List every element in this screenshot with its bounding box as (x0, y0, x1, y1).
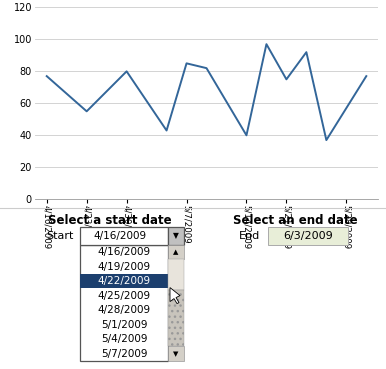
FancyBboxPatch shape (168, 346, 184, 361)
Text: Start: Start (46, 231, 74, 241)
Text: 5/4/2009: 5/4/2009 (101, 334, 147, 344)
Text: ▲: ▲ (173, 249, 179, 255)
FancyBboxPatch shape (168, 290, 184, 346)
Text: 4/19/2009: 4/19/2009 (97, 262, 151, 272)
Text: ▼: ▼ (173, 351, 179, 357)
FancyBboxPatch shape (80, 227, 168, 245)
Text: Select a start date: Select a start date (48, 214, 172, 227)
FancyBboxPatch shape (168, 227, 184, 245)
Text: Select an end date: Select an end date (233, 214, 357, 227)
Text: 4/22/2009: 4/22/2009 (97, 276, 151, 286)
Text: 4/28/2009: 4/28/2009 (97, 305, 151, 315)
Text: ▼: ▼ (173, 231, 179, 240)
FancyBboxPatch shape (268, 227, 348, 245)
Text: 4/16/2009: 4/16/2009 (97, 247, 151, 257)
Text: 4/25/2009: 4/25/2009 (97, 290, 151, 301)
FancyBboxPatch shape (168, 259, 184, 290)
FancyBboxPatch shape (168, 245, 184, 259)
Text: End: End (239, 231, 261, 241)
FancyBboxPatch shape (80, 274, 168, 288)
Text: 4/16/2009: 4/16/2009 (93, 231, 147, 241)
Polygon shape (170, 287, 180, 304)
Text: 6/3/2009: 6/3/2009 (283, 231, 333, 241)
Text: 5/7/2009: 5/7/2009 (101, 349, 147, 359)
FancyBboxPatch shape (80, 245, 168, 361)
Text: 5/1/2009: 5/1/2009 (101, 320, 147, 330)
